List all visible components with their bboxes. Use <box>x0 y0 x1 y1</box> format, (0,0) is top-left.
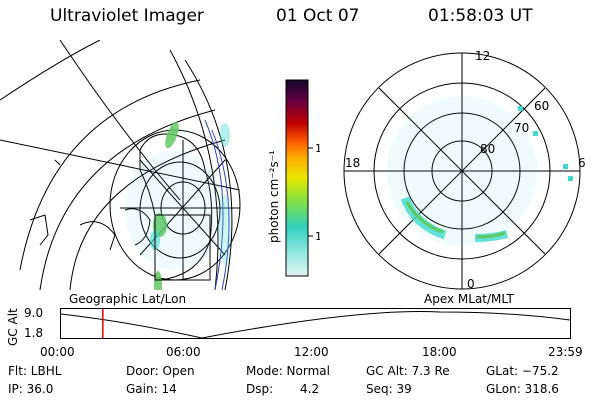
gc-alt-readout: GC Alt: 7.3 Re <box>366 364 450 378</box>
filter-readout: Flt: LBHL <box>8 364 62 378</box>
mode-readout: Mode: Normal <box>246 364 330 378</box>
xtick-1200: 12:00 <box>294 345 329 359</box>
aurora-emission-left <box>125 121 231 290</box>
xtick-2359: 23:59 <box>548 345 583 359</box>
xtick-0000: 00:00 <box>40 345 75 359</box>
colorbar-tick-100: 100 <box>315 142 320 155</box>
geographic-label: Geographic Lat/Lon <box>69 292 187 306</box>
lat-label-70: 70 <box>514 121 529 135</box>
colorbar-tick-10: 10 <box>315 230 320 243</box>
mlt-label-6: 6 <box>578 156 586 170</box>
mlt-label-0: 0 <box>467 277 475 290</box>
color-bar: 100 10 photon cm⁻²s⁻¹ <box>267 79 320 277</box>
app-title: Ultraviolet Imager <box>50 6 204 26</box>
dsp-label: Dsp: <box>246 382 274 396</box>
altitude-ytick-low: 1.8 <box>24 326 44 340</box>
dsp-value: 4.2 <box>300 382 320 396</box>
altitude-ytick-high: 9.0 <box>24 306 44 320</box>
apex-label: Apex MLat/MLT <box>424 292 514 306</box>
geographic-map <box>0 40 241 290</box>
lat-label-60: 60 <box>534 99 549 113</box>
seq-readout: Seq: 39 <box>366 382 412 396</box>
xtick-0600: 06:00 <box>166 345 201 359</box>
gain-readout: Gain: 14 <box>126 382 177 396</box>
date-readout: 01 Oct 07 <box>276 6 360 26</box>
time-readout: 01:58:03 UT <box>428 6 533 26</box>
colorbar-unit-label: photon cm⁻²s⁻¹ <box>267 150 281 243</box>
mlt-label-12: 12 <box>475 49 490 63</box>
glat-readout: GLat: −75.2 <box>486 364 559 378</box>
lat-label-80: 80 <box>480 142 495 156</box>
xtick-1800: 18:00 <box>422 345 457 359</box>
altitude-plot <box>60 308 571 339</box>
glon-readout: GLon: 318.6 <box>486 382 559 396</box>
polar-map: 12 18 6 0 60 70 80 <box>343 49 586 290</box>
ip-readout: IP: 36.0 <box>8 382 54 396</box>
altitude-ylabel: GC Alt <box>6 308 20 346</box>
mlt-label-18: 18 <box>345 156 360 170</box>
door-readout: Door: Open <box>126 364 195 378</box>
aurora-oval <box>387 96 573 246</box>
